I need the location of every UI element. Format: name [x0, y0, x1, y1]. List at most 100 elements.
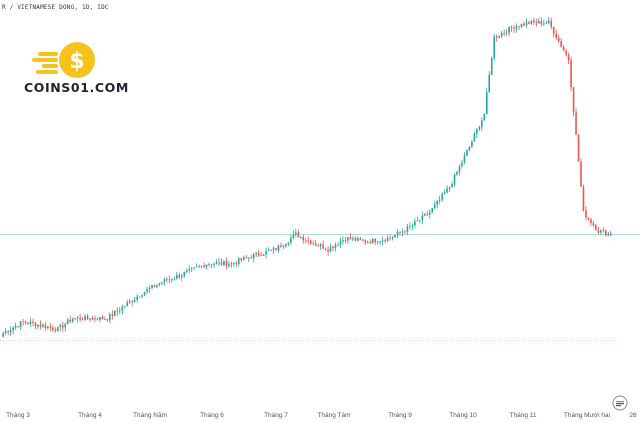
candle-body — [183, 272, 186, 276]
candle-body — [2, 332, 5, 337]
candle-body — [347, 237, 349, 241]
candle-body — [535, 22, 538, 24]
candle-body — [471, 141, 473, 147]
candle-body — [580, 161, 582, 187]
candle-body — [101, 316, 104, 320]
x-tick-label: Tháng 4 — [78, 412, 102, 419]
candle-body — [7, 331, 10, 333]
candle-body — [461, 162, 463, 167]
candle-body — [587, 217, 590, 220]
candle-body — [297, 232, 300, 238]
candle-body — [223, 261, 225, 265]
candle-body — [525, 22, 528, 26]
candle-body — [431, 208, 434, 213]
candle-body — [317, 245, 319, 246]
candle-body — [604, 230, 607, 236]
candle-body — [255, 252, 257, 255]
tradingview-icon[interactable] — [612, 395, 628, 411]
candle-body — [42, 324, 44, 327]
candle-body — [597, 230, 600, 233]
candle-body — [61, 325, 64, 328]
candle-body — [126, 302, 129, 307]
candle-body — [242, 257, 245, 261]
candle-body — [515, 26, 518, 29]
candle-body — [195, 266, 198, 268]
candle-body — [557, 38, 560, 42]
candle-body — [205, 264, 208, 268]
coin-logo-icon: $ — [32, 42, 95, 78]
candle-body — [138, 296, 141, 298]
candle-body — [483, 114, 486, 121]
candle-body — [171, 279, 173, 281]
candle-body — [188, 268, 191, 271]
candle-body — [9, 330, 12, 333]
candle-body — [14, 326, 17, 328]
candle-body — [552, 26, 555, 34]
candle-body — [592, 223, 595, 226]
candle-body — [208, 264, 210, 266]
candle-body — [168, 279, 171, 281]
candle-body — [267, 250, 270, 251]
candle-body — [173, 278, 176, 280]
candle-body — [94, 318, 96, 320]
candle-body — [508, 26, 510, 33]
candle-body — [468, 146, 471, 151]
candle-body — [369, 242, 372, 244]
candle-body — [391, 237, 394, 239]
candle-body — [543, 23, 545, 25]
candle-body — [228, 264, 230, 267]
candle-body — [500, 33, 503, 37]
candle-body — [19, 321, 22, 327]
candle-body — [530, 20, 533, 24]
x-tick-label: Tháng 11 — [510, 412, 537, 419]
x-tick-label: Tháng 7 — [264, 412, 288, 419]
candle-body — [29, 321, 32, 325]
candle-body — [446, 188, 448, 193]
candle-body — [443, 192, 446, 195]
candle-body — [490, 58, 493, 75]
candle-body — [86, 315, 89, 319]
candle-body — [441, 194, 443, 200]
candle-body — [451, 184, 453, 188]
candle-body — [438, 199, 441, 201]
candle-body — [218, 262, 220, 264]
candle-body — [319, 244, 322, 246]
x-tick-label: Tháng 9 — [388, 412, 412, 419]
candle-body — [141, 295, 143, 297]
candle-body — [423, 214, 426, 216]
candle-body — [307, 240, 310, 242]
candle-body — [200, 265, 203, 267]
candle-body — [394, 235, 396, 238]
candle-body — [411, 225, 414, 227]
candle-body — [458, 166, 461, 172]
candle-body — [64, 324, 67, 328]
candle-body — [575, 112, 577, 135]
candle-body — [275, 247, 277, 251]
candle-body — [518, 26, 520, 28]
candle-body — [148, 287, 151, 290]
candle-body — [89, 318, 91, 320]
candle-body — [12, 327, 14, 331]
candle-body — [104, 319, 106, 320]
candle-body — [66, 319, 69, 325]
candle-body — [332, 246, 334, 248]
candle-body — [488, 74, 491, 93]
candle-body — [582, 186, 585, 211]
candle-body — [505, 32, 508, 34]
candle-body — [498, 36, 500, 38]
candle-body — [495, 36, 498, 38]
candle-body — [225, 261, 228, 267]
candle-body — [34, 323, 37, 327]
candle-body — [386, 237, 389, 242]
candle-body — [560, 41, 562, 47]
candle-body — [384, 240, 386, 242]
candle-body — [503, 32, 505, 34]
candle-body — [550, 20, 553, 27]
candle-body — [247, 257, 250, 259]
candle-body — [485, 92, 488, 115]
candle-body — [334, 244, 337, 248]
candle-body — [131, 301, 133, 302]
candle-body — [295, 232, 297, 235]
candle-body — [265, 250, 267, 255]
candle-body — [230, 263, 233, 265]
